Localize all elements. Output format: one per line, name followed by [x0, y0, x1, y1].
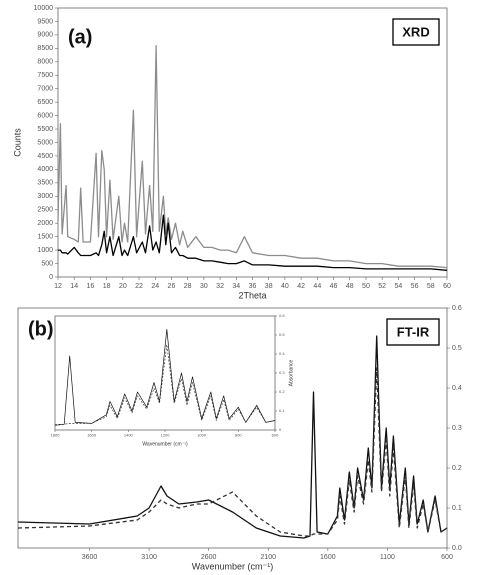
spectrum-line: [17, 367, 448, 537]
x-tick-label: 60: [443, 283, 451, 290]
annotation-box: [392, 18, 440, 46]
y-tick-label: 0.6: [279, 313, 285, 318]
x-tick-label: 1000: [197, 433, 207, 438]
x-axis-label: Wavenumber (cm⁻¹): [142, 441, 188, 447]
x-tick-label: 1600: [320, 554, 336, 561]
x-tick-label: 12: [54, 283, 62, 290]
x-tick-label: 1400: [124, 433, 134, 438]
x-tick-label: 30: [200, 283, 208, 290]
spectrum-line: [54, 328, 276, 426]
x-tick-label: 16: [87, 283, 95, 290]
y-tick-label: 6000: [37, 112, 53, 119]
x-tick-label: 50: [362, 283, 370, 290]
y-tick-label: 0.3: [452, 425, 462, 432]
x-tick-label: 40: [281, 283, 289, 290]
x-tick-label: 22: [135, 283, 143, 290]
y-tick-label: 0.5: [279, 332, 285, 337]
x-tick-label: 2100: [260, 554, 276, 561]
x-tick-label: 54: [394, 283, 402, 290]
y-tick-label: 0.4: [279, 351, 285, 356]
y-axis-label: Absorbance: [288, 359, 294, 386]
spectrum-line: [58, 214, 448, 271]
spectrum-line: [57, 45, 448, 269]
y-tick-label: 9500: [37, 18, 53, 25]
x-tick-label: 56: [411, 283, 419, 290]
y-tick-label: 0.2: [452, 465, 462, 472]
y-tick-label: 0.3: [279, 370, 285, 375]
y-tick-label: 3000: [37, 193, 53, 200]
y-tick-label: 3500: [37, 180, 53, 187]
x-tick-label: 42: [297, 283, 305, 290]
y-tick-label: 0.5: [452, 345, 462, 352]
x-tick-label: 20: [119, 283, 127, 290]
x-tick-label: 44: [313, 283, 321, 290]
x-tick-label: 18: [103, 283, 111, 290]
y-tick-label: 1000: [37, 247, 53, 254]
y-tick-label: 4500: [37, 153, 53, 160]
y-tick-label: 9000: [37, 32, 53, 39]
x-tick-label: 46: [330, 283, 338, 290]
y-tick-label: 5000: [37, 139, 53, 146]
x-tick-label: 2600: [201, 554, 217, 561]
x-tick-label: 58: [427, 283, 435, 290]
x-tick-label: 34: [232, 283, 240, 290]
x-tick-label: 1100: [380, 554, 395, 561]
y-axis-label: Counts: [12, 128, 22, 157]
y-tick-label: 0: [49, 274, 53, 281]
inset-frame: [54, 315, 276, 431]
spectrum-line: [55, 344, 276, 425]
y-tick-label: 10000: [34, 5, 54, 12]
x-tick-label: 14: [70, 283, 78, 290]
y-tick-label: 0.6: [452, 305, 462, 312]
y-tick-label: 4000: [37, 166, 53, 173]
y-tick-label: 0.4: [452, 385, 462, 392]
x-tick-label: 3100: [141, 554, 157, 561]
x-tick-label: 1800: [51, 433, 61, 438]
y-tick-label: 8500: [37, 45, 53, 52]
y-tick-label: 0.0: [452, 545, 462, 552]
x-tick-label: 52: [378, 283, 386, 290]
x-tick-label: 28: [184, 283, 192, 290]
y-tick-label: 2500: [37, 207, 53, 214]
x-tick-label: 38: [265, 283, 273, 290]
y-tick-label: 7500: [37, 72, 53, 79]
x-tick-label: 36: [249, 283, 257, 290]
y-tick-label: 8000: [37, 59, 53, 66]
x-tick-label: 3600: [82, 554, 98, 561]
annotation-box: [386, 318, 440, 346]
annotation: XRD: [402, 24, 429, 39]
annotation: FT-IR: [397, 324, 430, 339]
y-tick-label: 2000: [37, 220, 53, 227]
x-tick-label: 24: [151, 283, 159, 290]
x-tick-label: 48: [346, 283, 354, 290]
y-tick-label: 0.1: [279, 408, 285, 413]
x-tick-label: 800: [235, 433, 242, 438]
y-tick-label: 0.1: [452, 505, 462, 512]
x-tick-label: 26: [168, 283, 176, 290]
panel-label: (a): [68, 26, 92, 48]
y-tick-label: 0: [279, 427, 282, 432]
y-tick-label: 1500: [37, 233, 53, 240]
y-tick-label: 6500: [37, 99, 53, 106]
y-tick-label: 7000: [37, 86, 53, 93]
x-tick-label: 600: [441, 554, 453, 561]
y-tick-label: 0.2: [279, 389, 285, 394]
x-tick-label: 1200: [161, 433, 171, 438]
x-axis-label: 2Theta: [238, 290, 266, 300]
x-tick-label: 600: [272, 433, 279, 438]
plot-frame: [57, 7, 448, 278]
x-axis-label: Wavenumber (cm⁻¹): [192, 561, 273, 571]
y-tick-label: 5500: [37, 126, 53, 133]
panel-label: (b): [28, 318, 54, 340]
x-tick-label: 32: [216, 283, 224, 290]
x-tick-label: 1600: [87, 433, 97, 438]
y-tick-label: 500: [41, 260, 53, 267]
